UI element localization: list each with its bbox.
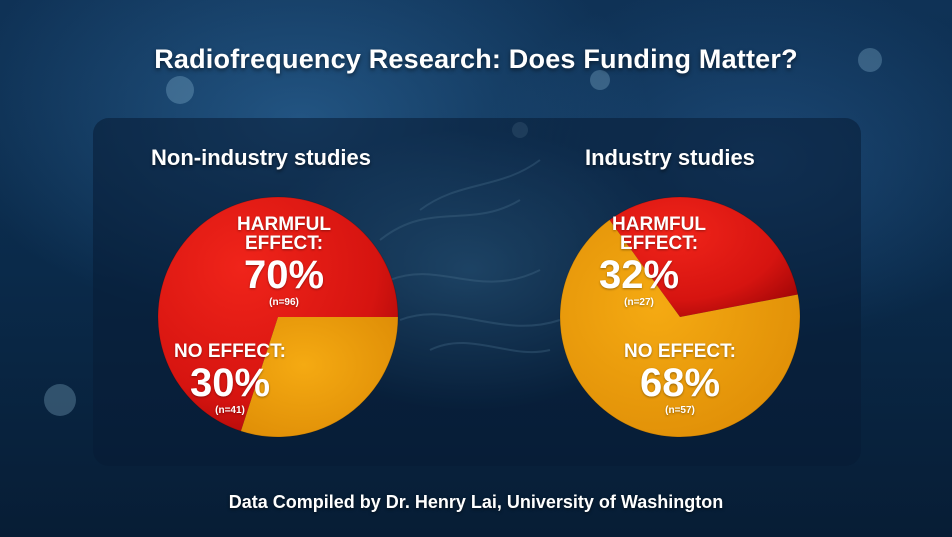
chart-title-industry: Industry studies [585,145,755,170]
industry-slice-harmful [609,197,798,317]
non-industry-harmful-label: HARMFUL EFFECT: 70% (n=96) [224,215,344,308]
non-industry-no-effect-label: NO EFFECT: 30% (n=41) [168,342,292,416]
industry-no-effect-n: (n=57) [665,405,695,416]
industry-no-effect-line1: NO EFFECT: [624,341,736,362]
non-industry-pie-outline [157,196,399,438]
non-industry-harmful-line1: HARMFUL [237,214,331,235]
industry-no-effect-value: 68% [639,361,721,405]
non-industry-harmful-n: (n=96) [269,297,299,308]
source-credit: Data Compiled by Dr. Henry Lai, Universi… [228,492,724,512]
non-industry-harmful-line2: EFFECT: [244,233,324,254]
slide-title: Radiofrequency Research: Does Funding Ma… [154,44,798,74]
industry-harmful-n: (n=27) [624,297,654,308]
non-industry-no-effect-value: 30% [189,361,271,405]
non-industry-no-effect-line1: NO EFFECT: [174,341,286,362]
industry-harmful-line2: EFFECT: [619,233,699,254]
non-industry-slice-harmful [158,197,399,432]
non-industry-harmful-value: 70% [243,253,325,297]
industry-harmful-value: 32% [598,253,680,297]
industry-pie-outline [559,196,801,438]
industry-harmful-label: HARMFUL EFFECT: 32% (n=27) [599,214,718,308]
pie-non-industry [157,196,399,438]
non-industry-slice-no-effect [240,317,399,437]
non-industry-no-effect-n: (n=41) [215,405,245,416]
chart-title-non-industry: Non-industry studies [151,145,372,170]
pie-industry [559,196,801,438]
industry-no-effect-label: NO EFFECT: 68% (n=57) [618,342,742,416]
industry-harmful-line1: HARMFUL [612,214,706,235]
industry-slice-no-effect [560,219,800,437]
